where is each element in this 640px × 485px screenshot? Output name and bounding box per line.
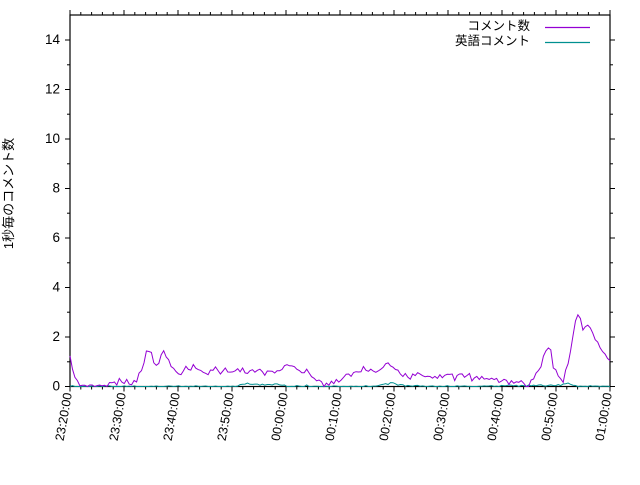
svg-text:英語コメント: 英語コメント xyxy=(455,33,530,48)
svg-text:0: 0 xyxy=(52,379,60,394)
svg-text:23:40:00: 23:40:00 xyxy=(161,392,183,442)
svg-text:コメント数: コメント数 xyxy=(467,18,530,33)
svg-text:23:50:00: 23:50:00 xyxy=(215,392,237,442)
svg-text:01:00:00: 01:00:00 xyxy=(593,392,615,442)
svg-text:00:00:00: 00:00:00 xyxy=(269,392,291,442)
svg-text:23:30:00: 23:30:00 xyxy=(107,392,129,442)
svg-text:00:40:00: 00:40:00 xyxy=(485,392,507,442)
svg-text:6: 6 xyxy=(52,230,60,245)
svg-text:14: 14 xyxy=(45,32,61,47)
svg-text:4: 4 xyxy=(52,280,60,295)
svg-text:00:10:00: 00:10:00 xyxy=(323,392,345,442)
svg-text:00:20:00: 00:20:00 xyxy=(377,392,399,442)
svg-text:00:30:00: 00:30:00 xyxy=(431,392,453,442)
svg-text:10: 10 xyxy=(45,131,60,146)
svg-text:8: 8 xyxy=(52,181,60,196)
svg-text:23:20:00: 23:20:00 xyxy=(53,392,75,442)
svg-text:00:50:00: 00:50:00 xyxy=(539,392,561,442)
svg-text:12: 12 xyxy=(45,82,60,97)
svg-text:2: 2 xyxy=(52,329,60,344)
